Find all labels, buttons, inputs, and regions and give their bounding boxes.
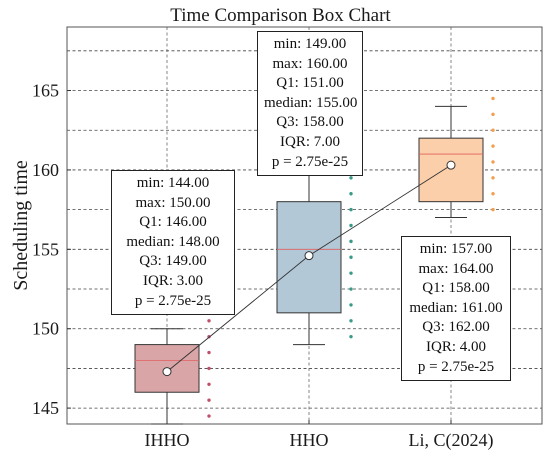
data-point bbox=[349, 319, 353, 323]
x-tick-label: IHHO bbox=[145, 430, 190, 450]
stat-line: min: 144.00 bbox=[136, 175, 210, 191]
data-point bbox=[349, 303, 353, 307]
stat-line: median: 161.00 bbox=[409, 299, 503, 316]
data-point bbox=[349, 207, 353, 212]
stat-line: Q3: 149.00 bbox=[139, 253, 207, 270]
data-point bbox=[349, 192, 353, 196]
stat-line: IQR: 4.00 bbox=[426, 338, 486, 355]
data-point bbox=[349, 287, 353, 291]
stat-line: min: 149.00 bbox=[273, 36, 347, 52]
box-iqr bbox=[134, 344, 200, 393]
stat-line: IQR: 7.00 bbox=[280, 133, 340, 150]
box-group bbox=[134, 319, 211, 425]
y-axis-label: Scheduling time bbox=[10, 160, 32, 291]
data-point bbox=[207, 398, 211, 402]
box-iqr bbox=[418, 137, 484, 203]
stat-line: min: 157.00 bbox=[419, 241, 493, 257]
stat-line: max: 150.00 bbox=[135, 194, 211, 211]
data-point bbox=[207, 319, 211, 323]
stat-line: Q3: 158.00 bbox=[276, 114, 344, 131]
data-point bbox=[349, 255, 353, 259]
data-point bbox=[491, 96, 495, 101]
y-tick-label: 145 bbox=[32, 398, 59, 418]
stat-line: max: 164.00 bbox=[418, 260, 494, 277]
stat-line: p = 2.75e-25 bbox=[271, 153, 349, 170]
data-point bbox=[349, 239, 353, 244]
data-point bbox=[207, 350, 211, 355]
stat-annotation-box: min: 157.00 max: 164.00 Q1: 158.00 median: … bbox=[401, 236, 511, 382]
data-point bbox=[349, 271, 353, 275]
data-point bbox=[349, 176, 353, 180]
x-tick-label: HHO bbox=[290, 430, 329, 450]
chart-title: Time Comparison Box Chart bbox=[170, 5, 391, 26]
data-point bbox=[349, 334, 353, 339]
data-point bbox=[207, 414, 211, 418]
x-tick-label: Li, C(2024) bbox=[409, 430, 494, 451]
stat-line: Q1: 146.00 bbox=[139, 214, 207, 231]
y-tick-label: 165 bbox=[32, 81, 59, 101]
y-tick-label: 155 bbox=[32, 239, 59, 259]
data-point bbox=[349, 223, 353, 228]
y-tick-label: 150 bbox=[32, 319, 59, 339]
stat-line: Q1: 158.00 bbox=[422, 280, 490, 297]
stat-line: p = 2.75e-25 bbox=[134, 292, 212, 309]
mean-marker bbox=[446, 160, 456, 170]
stat-line: IQR: 3.00 bbox=[143, 272, 203, 289]
stat-line: p = 2.75e-25 bbox=[417, 358, 495, 375]
stat-line: median: 155.00 bbox=[264, 94, 358, 111]
data-point bbox=[491, 112, 495, 117]
stat-line: Q1: 151.00 bbox=[276, 75, 344, 92]
data-point bbox=[491, 207, 495, 212]
data-point bbox=[207, 382, 211, 386]
box-group bbox=[418, 96, 495, 219]
stat-line: median: 148.00 bbox=[126, 233, 220, 250]
stat-annotation-box: min: 149.00 max: 160.00 Q1: 151.00 median: … bbox=[257, 31, 363, 177]
mean-marker bbox=[162, 367, 172, 377]
data-point bbox=[491, 176, 495, 180]
data-point bbox=[491, 128, 495, 132]
data-point bbox=[491, 144, 495, 148]
data-point bbox=[491, 192, 495, 196]
stat-line: Q3: 162.00 bbox=[422, 319, 490, 336]
stat-line: max: 160.00 bbox=[272, 55, 348, 72]
stat-annotation-box: min: 144.00 max: 150.00 Q1: 146.00 median: … bbox=[111, 170, 235, 316]
data-point bbox=[491, 160, 495, 164]
data-point bbox=[207, 366, 211, 371]
y-tick-label: 160 bbox=[32, 160, 59, 180]
axes-frame bbox=[66, 26, 543, 425]
mean-marker bbox=[304, 251, 314, 261]
